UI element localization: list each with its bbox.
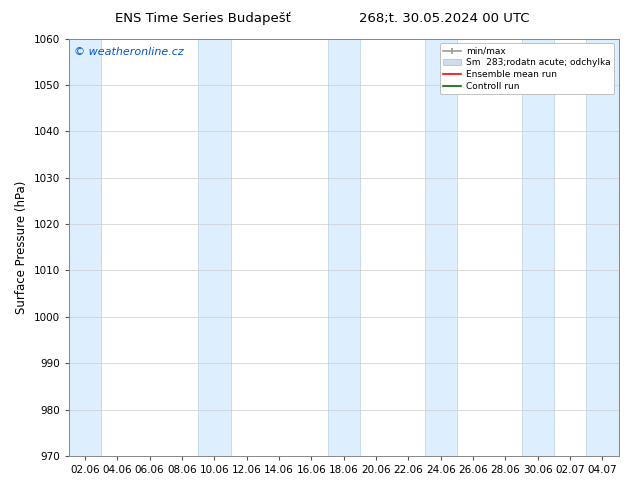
- Bar: [522, 39, 554, 456]
- Bar: [328, 39, 360, 456]
- Bar: [586, 39, 619, 456]
- Bar: [198, 39, 231, 456]
- Y-axis label: Surface Pressure (hPa): Surface Pressure (hPa): [15, 181, 28, 314]
- Bar: [69, 39, 101, 456]
- Bar: [425, 39, 457, 456]
- Text: 268;t. 30.05.2024 00 UTC: 268;t. 30.05.2024 00 UTC: [359, 12, 529, 25]
- Text: © weatheronline.cz: © weatheronline.cz: [74, 47, 184, 57]
- Text: ENS Time Series Budapešť: ENS Time Series Budapešť: [115, 12, 291, 25]
- Legend: min/max, Sm  283;rodatn acute; odchylka, Ensemble mean run, Controll run: min/max, Sm 283;rodatn acute; odchylka, …: [440, 43, 614, 95]
